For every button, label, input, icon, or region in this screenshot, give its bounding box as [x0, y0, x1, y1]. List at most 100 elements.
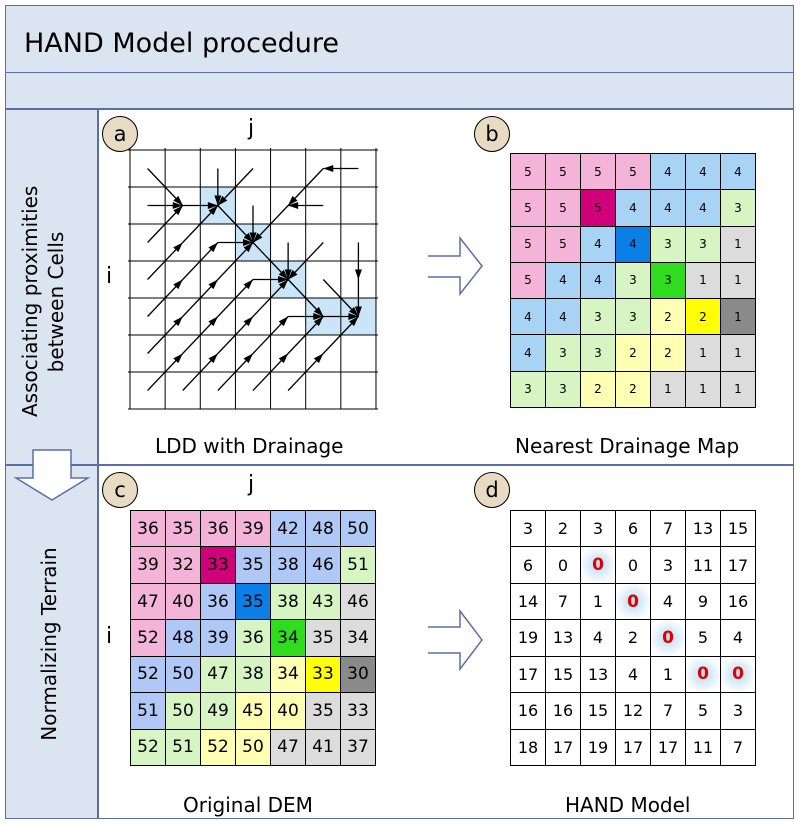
ldd-arrowhead-1-4 [252, 232, 263, 243]
ndm-cell-2-4: 3 [651, 226, 686, 263]
dem-cell-3-6: 34 [341, 620, 376, 657]
panel-c-caption: Original DEM [183, 793, 313, 817]
hand-cell-5-2: 15 [581, 693, 616, 730]
ldd-arrowhead-4-1 [208, 279, 218, 290]
ldd-arrowhead-2-2 [242, 239, 253, 246]
dem-cell-2-0: 47 [131, 583, 166, 621]
dem-cell-1-1: 32 [166, 547, 201, 584]
dem-cell-1-0: 39 [131, 547, 166, 584]
ndm-cell-0-2: 5 [581, 154, 616, 191]
ndm-cell-3-5: 1 [686, 262, 721, 300]
dem-cell-1-4: 38 [271, 547, 306, 584]
row-label-cell-top [5, 109, 98, 465]
dem-cell-6-3: 50 [236, 729, 271, 766]
dem-cell-0-6: 50 [341, 511, 376, 548]
dem-cell-4-6: 30 [341, 656, 376, 694]
hand-cell-6-3: 17 [616, 729, 651, 766]
dem-cell-5-5: 35 [306, 693, 341, 730]
hand-cell-3-0: 19 [511, 620, 546, 657]
hand-cell-4-5: 0 [686, 656, 721, 694]
hand-cell-6-6: 7 [721, 729, 756, 766]
ndm-cell-4-0: 4 [511, 299, 546, 336]
dem-cell-3-0: 52 [131, 620, 166, 657]
hand-cell-2-6: 16 [721, 583, 756, 621]
panel-c-badge: c [102, 472, 138, 508]
ndm-cell-1-5: 4 [686, 190, 721, 227]
dem-cell-2-2: 36 [201, 583, 236, 621]
ldd-arrowhead-0-5 [288, 195, 298, 206]
ndm-cell-5-3: 2 [616, 335, 651, 372]
dem-cell-0-4: 42 [271, 511, 306, 548]
dem-cell-2-6: 46 [341, 583, 376, 621]
ndm-cell-0-3: 5 [616, 154, 651, 191]
ldd-arrowhead-6-4 [313, 353, 324, 364]
hand-cell-5-5: 5 [686, 693, 721, 730]
hand-cell-2-1: 7 [546, 583, 581, 621]
dem-cell-4-1: 50 [166, 656, 201, 694]
dem-cell-3-3: 36 [236, 620, 271, 657]
panel-b-badge: b [474, 116, 510, 152]
hand-cell-3-1: 13 [546, 620, 581, 657]
ndm-cell-4-2: 3 [581, 299, 616, 336]
ldd-arrowhead-2-5 [288, 269, 298, 280]
hand-cell-2-4: 4 [651, 583, 686, 621]
ndm-cell-0-4: 4 [651, 154, 686, 191]
hand-cell-4-6: 0 [721, 656, 756, 694]
ldd-arrowhead-3-1 [208, 242, 218, 253]
panel-a-badge: a [102, 116, 138, 152]
ndm-cell-4-1: 4 [546, 299, 581, 336]
hand-cell-5-3: 12 [616, 693, 651, 730]
ndm-cell-4-3: 3 [616, 299, 651, 336]
dem-cell-6-4: 47 [271, 729, 306, 766]
panel-b-caption: Nearest Drainage Map [515, 434, 740, 458]
hand-cell-0-2: 3 [581, 511, 616, 548]
ndm-cell-2-3: 4 [616, 226, 651, 263]
ndm-cell-1-2: 5 [581, 190, 616, 227]
ldd-arrowhead-1-3 [249, 232, 257, 243]
hand-cell-6-0: 18 [511, 729, 546, 766]
hand-cell-2-0: 14 [511, 583, 546, 621]
panel-a-caption: LDD with Drainage [155, 434, 344, 458]
hand-cell-5-1: 16 [546, 693, 581, 730]
ldd-arrowhead-6-2 [243, 353, 253, 364]
hand-cell-1-1: 0 [546, 547, 581, 584]
dem-cell-2-1: 40 [166, 583, 201, 621]
dem-cell-5-1: 50 [166, 693, 201, 730]
dem-cell-0-3: 39 [236, 511, 271, 548]
ndm-cell-4-4: 2 [651, 299, 686, 336]
ndm-cell-6-4: 1 [651, 371, 686, 408]
dem-cell-0-5: 48 [306, 511, 341, 548]
ndm-cell-5-6: 1 [721, 335, 756, 372]
ndm-cell-3-3: 3 [616, 262, 651, 300]
dem-cell-2-5: 43 [306, 583, 341, 621]
ndm-cell-5-4: 2 [651, 335, 686, 372]
hand-cell-5-4: 7 [651, 693, 686, 730]
hand-cell-5-0: 16 [511, 693, 546, 730]
ldd-arrowhead-4-4 [313, 313, 324, 320]
panel-d-badge: d [474, 472, 510, 508]
page-title: HAND Model procedure [24, 28, 339, 59]
ndm-cell-1-4: 4 [651, 190, 686, 227]
hand-cell-4-3: 4 [616, 656, 651, 694]
ldd-arrowhead-5-0 [173, 316, 183, 327]
ldd-arrowhead-3-6 [354, 306, 362, 317]
dem-cell-5-4: 40 [271, 693, 306, 730]
ldd-arrowhead-1-0 [172, 202, 183, 209]
ndm-cell-6-6: 1 [721, 371, 756, 408]
hand-cell-2-5: 9 [686, 583, 721, 621]
ldd-arrowhead-0-6 [323, 165, 334, 172]
ndm-cell-2-2: 4 [581, 226, 616, 263]
hand-cell-6-5: 11 [686, 729, 721, 766]
ndm-cell-1-6: 3 [721, 190, 756, 227]
ndm-cell-1-3: 4 [616, 190, 651, 227]
ndm-cell-6-5: 1 [686, 371, 721, 408]
panel-a-row-label: i [106, 264, 113, 289]
ldd-arrowhead-2-4 [284, 269, 292, 280]
hand-cell-0-5: 13 [686, 511, 721, 548]
ldd-arrowhead-0-3 [217, 195, 228, 206]
ldd-arrowhead-4-5 [348, 313, 359, 320]
